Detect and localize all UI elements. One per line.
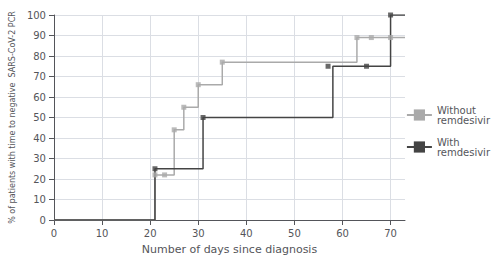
svg-text:remdesivir: remdesivir (437, 147, 491, 158)
svg-text:remdesivir: remdesivir (437, 115, 491, 126)
svg-text:Number of days since diagnosis: Number of days since diagnosis (142, 243, 318, 256)
svg-text:0: 0 (51, 228, 57, 239)
svg-text:% of patients with time to neg: % of patients with time to negative SARS… (8, 11, 17, 224)
svg-text:20: 20 (144, 228, 157, 239)
svg-text:30: 30 (192, 228, 205, 239)
svg-text:50: 50 (33, 112, 46, 123)
svg-text:Without: Without (436, 104, 476, 116)
svg-text:60: 60 (33, 92, 46, 103)
svg-text:10: 10 (33, 194, 46, 205)
svg-text:20: 20 (33, 174, 46, 185)
svg-text:40: 40 (240, 228, 253, 239)
svg-text:With: With (436, 136, 460, 148)
svg-text:30: 30 (33, 153, 46, 164)
svg-text:80: 80 (33, 51, 46, 62)
svg-text:60: 60 (336, 228, 349, 239)
svg-text:40: 40 (33, 133, 46, 144)
svg-text:70: 70 (33, 71, 46, 82)
svg-text:10: 10 (96, 228, 109, 239)
svg-text:0: 0 (40, 215, 46, 226)
svg-text:90: 90 (33, 30, 46, 41)
svg-text:70: 70 (384, 228, 397, 239)
svg-text:100: 100 (27, 10, 46, 21)
svg-text:50: 50 (288, 228, 301, 239)
